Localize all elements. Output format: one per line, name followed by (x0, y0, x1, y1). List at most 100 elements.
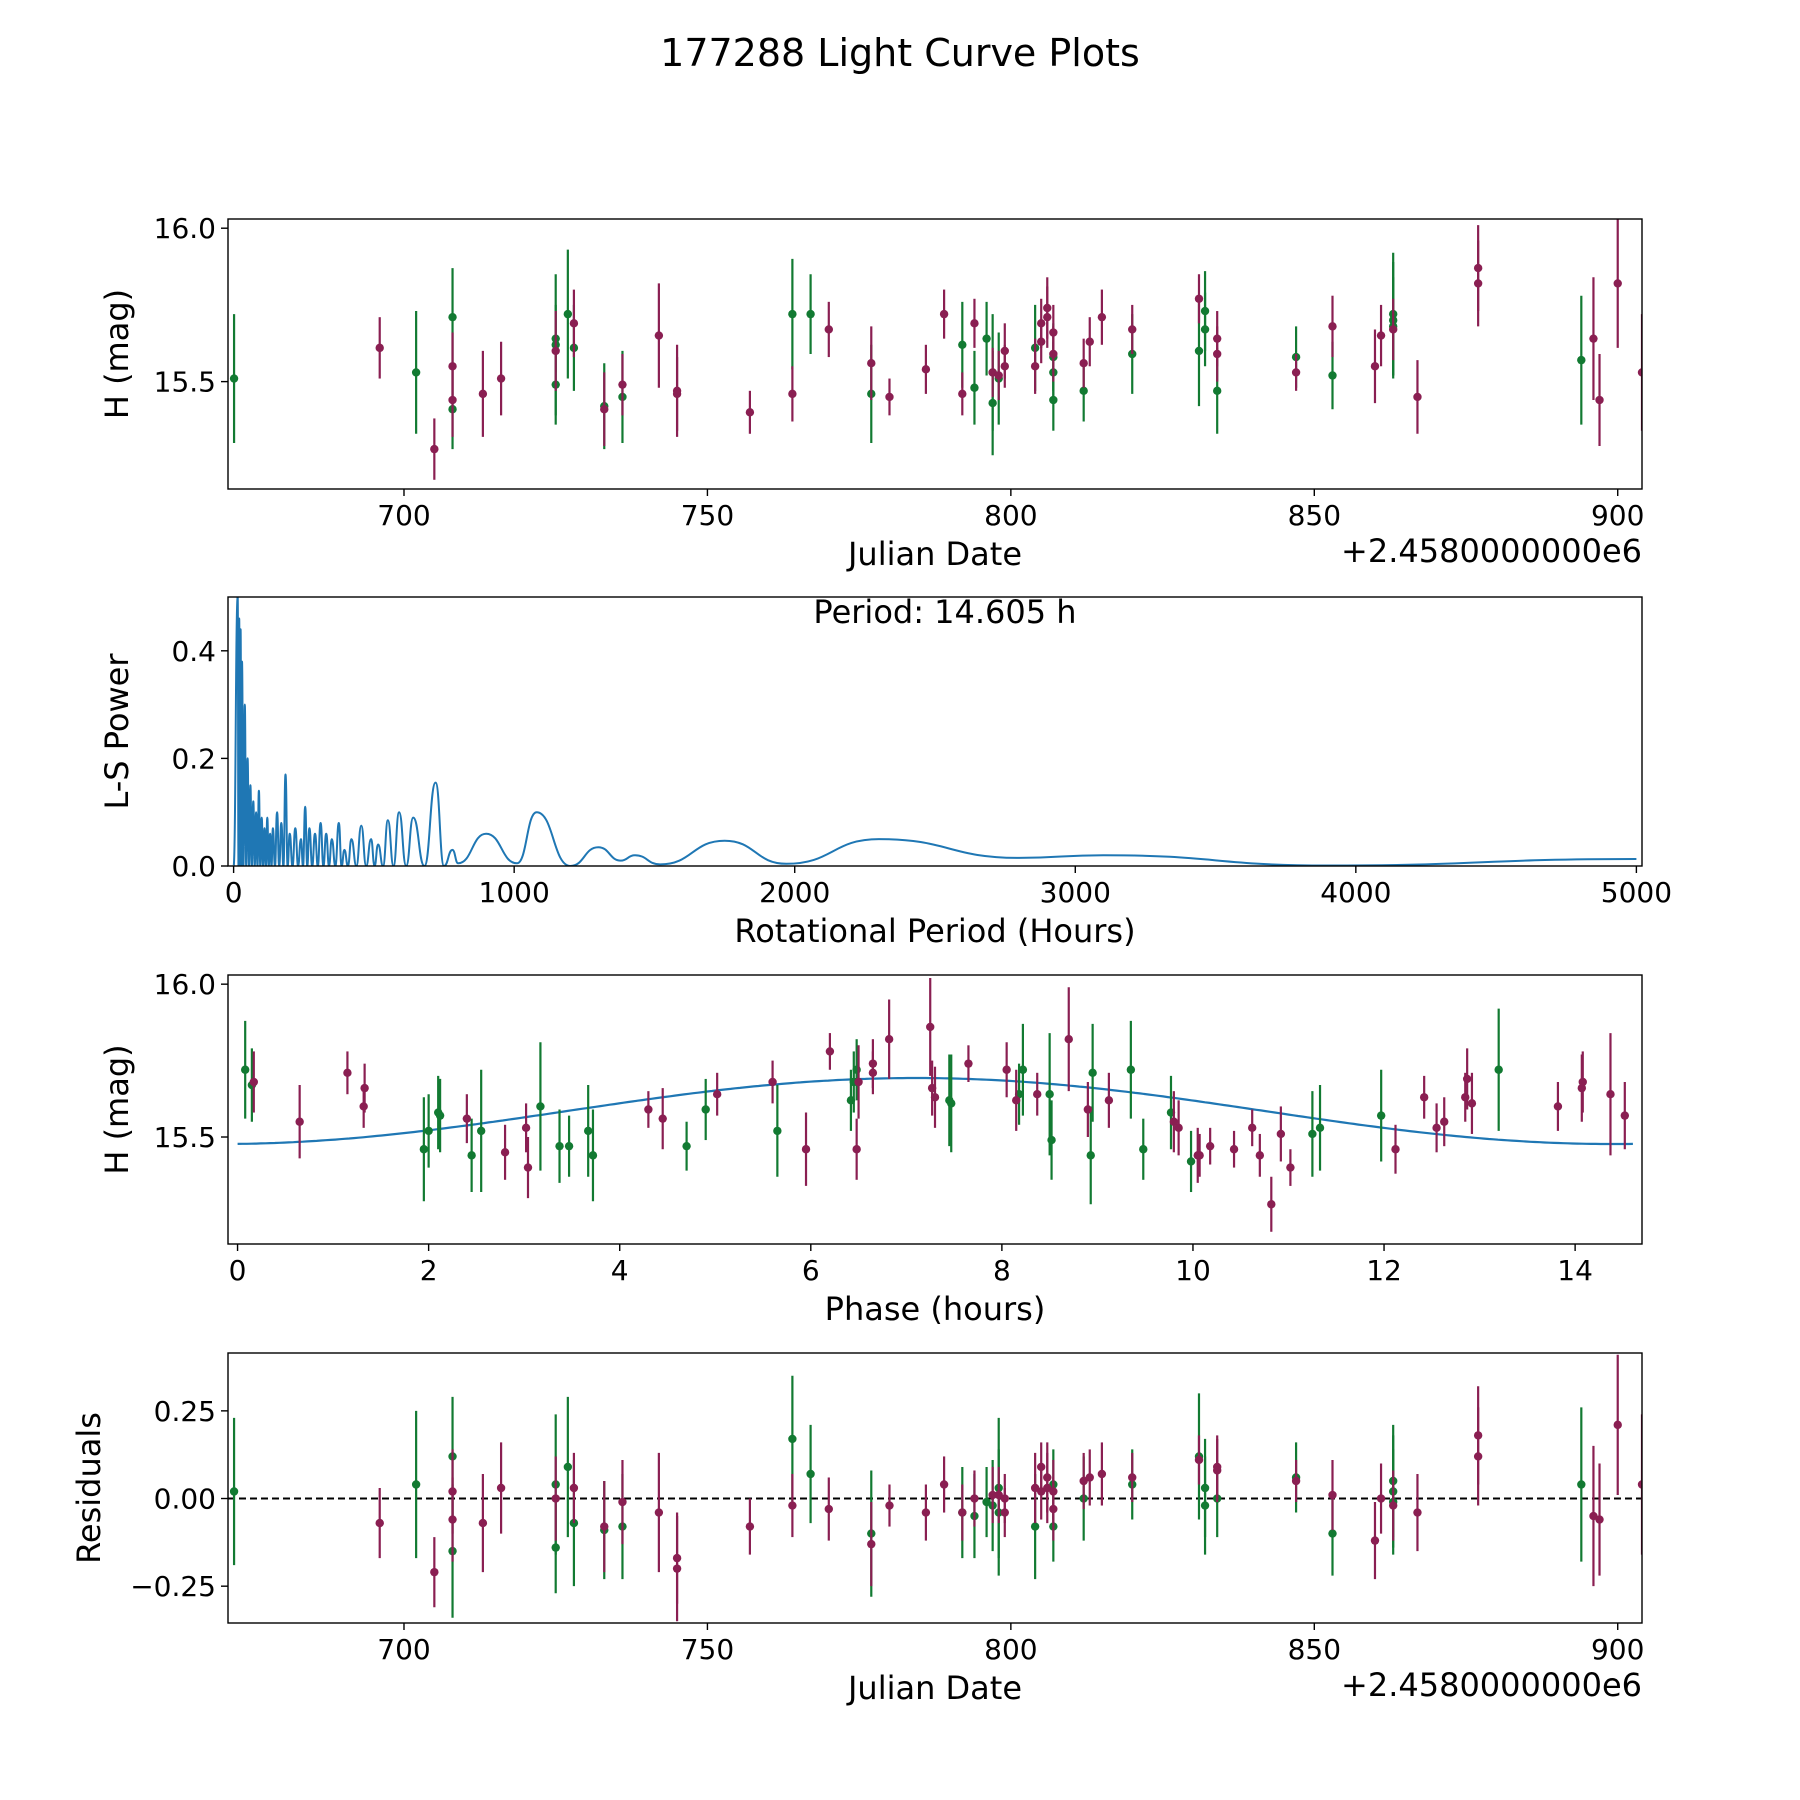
magenta-data-point (994, 1490, 1003, 1500)
green-data-point (970, 383, 979, 392)
green-data-point (1577, 355, 1586, 365)
x-tick-label: 900 (1591, 1633, 1644, 1666)
magenta-data-point (1033, 1090, 1042, 1099)
x-tick-label: 10 (1175, 1254, 1211, 1287)
green-data-point (1139, 1145, 1148, 1154)
y-tick-label: 0.00 (154, 1483, 216, 1516)
periodogram-ylabel: L-S Power (98, 653, 136, 810)
magenta-data-point (970, 319, 979, 328)
residuals-xlabel: Julian Date (846, 1669, 1022, 1707)
magenta-data-point (343, 1068, 352, 1078)
green-data-point (982, 334, 991, 343)
periodogram-plot-area (232, 597, 1637, 866)
y-tick-label: 0.2 (171, 742, 216, 775)
magenta-data-point (1432, 1123, 1441, 1133)
magenta-data-point (1085, 337, 1094, 346)
magenta-data-point (249, 1077, 258, 1087)
magenta-data-point (569, 1483, 579, 1493)
figure-title: 177288 Light Curve Plots (660, 31, 1140, 75)
phased-frame (227, 974, 1643, 1245)
magenta-data-point (1291, 1476, 1301, 1486)
magenta-data-point (523, 1163, 533, 1172)
x-tick-label: 700 (377, 499, 430, 532)
x-tick-label: 8 (993, 1254, 1011, 1287)
magenta-data-point (569, 319, 579, 328)
green-data-point (1328, 371, 1337, 380)
magenta-data-point (430, 444, 439, 454)
magenta-data-point (1391, 1145, 1400, 1154)
green-data-point (1328, 1529, 1337, 1538)
residuals-frame (227, 1352, 1643, 1624)
x-tick-label: 3000 (1040, 876, 1111, 909)
green-data-point (788, 309, 797, 319)
magenta-data-point (1174, 1123, 1183, 1133)
magenta-data-point (462, 1114, 472, 1123)
phased-plot-area (237, 978, 1633, 1232)
green-data-point (563, 1462, 573, 1472)
green-data-point (229, 374, 239, 383)
magenta-data-point (658, 1114, 667, 1123)
periodogram-frame (227, 596, 1643, 867)
x-tick-label: 850 (1288, 499, 1341, 532)
green-data-point (788, 1434, 797, 1444)
green-data-point (988, 398, 997, 408)
magenta-data-point (1613, 1420, 1622, 1430)
y-tick-label: 16.0 (154, 968, 216, 1001)
y-tick-label: 0.25 (154, 1395, 216, 1428)
green-data-point (701, 1105, 710, 1114)
magenta-data-point (551, 346, 560, 356)
green-data-point (773, 1126, 782, 1136)
magenta-data-point (824, 1504, 833, 1514)
magenta-data-point (500, 1148, 510, 1157)
magenta-data-point (921, 1508, 931, 1517)
green-data-point (1126, 1065, 1136, 1074)
magenta-data-point (496, 1483, 506, 1493)
green-data-point (1308, 1129, 1317, 1139)
magenta-data-point (1049, 1504, 1058, 1514)
magenta-data-point (868, 1068, 878, 1078)
magenta-data-point (1194, 294, 1204, 303)
lightcurve-x-offset-label: +2.4580000000e6 (1341, 532, 1642, 570)
magenta-data-point (1247, 1123, 1257, 1133)
magenta-data-point (788, 1501, 797, 1510)
magenta-data-point (1376, 331, 1386, 340)
magenta-data-point (1370, 362, 1380, 371)
magenta-data-point (1578, 1077, 1587, 1087)
magenta-data-point (1085, 1473, 1094, 1482)
magenta-data-point (1388, 325, 1398, 334)
magenta-data-point (1229, 1145, 1239, 1154)
x-tick-label: 2 (420, 1254, 438, 1287)
magenta-data-point (885, 392, 894, 402)
x-tick-label: 6 (802, 1254, 820, 1287)
magenta-data-point (1030, 362, 1040, 371)
green-data-point (1030, 1522, 1040, 1531)
magenta-data-point (1553, 1102, 1563, 1111)
x-tick-label: 750 (681, 499, 734, 532)
green-data-point (1079, 386, 1088, 396)
magenta-data-point (1079, 1476, 1088, 1486)
green-data-point (1212, 386, 1222, 396)
magenta-data-point (1255, 1151, 1265, 1160)
phased-xlabel: Phase (hours) (825, 1290, 1046, 1328)
x-tick-label: 2000 (759, 876, 830, 909)
green-data-point (1577, 1480, 1586, 1489)
magenta-data-point (1595, 395, 1604, 405)
magenta-data-point (1195, 1151, 1204, 1160)
magenta-data-point (745, 408, 755, 417)
green-data-point (448, 312, 457, 322)
x-tick-label: 750 (681, 1633, 734, 1666)
residuals-ylabel: Residuals (70, 1412, 108, 1564)
green-data-point (467, 1151, 476, 1160)
magenta-data-point (1030, 1483, 1040, 1493)
magenta-data-point (1000, 1508, 1009, 1517)
magenta-data-point (478, 389, 488, 399)
lightcurve-frame (227, 218, 1643, 490)
y-tick-label: 15.5 (154, 366, 216, 399)
magenta-data-point (448, 1515, 457, 1524)
magenta-data-point (1002, 1065, 1011, 1074)
magenta-data-point (1413, 1508, 1422, 1517)
magenta-data-point (1097, 1469, 1107, 1479)
magenta-data-point (1205, 1141, 1215, 1151)
green-data-point (476, 1126, 486, 1136)
magenta-data-point (801, 1145, 811, 1154)
